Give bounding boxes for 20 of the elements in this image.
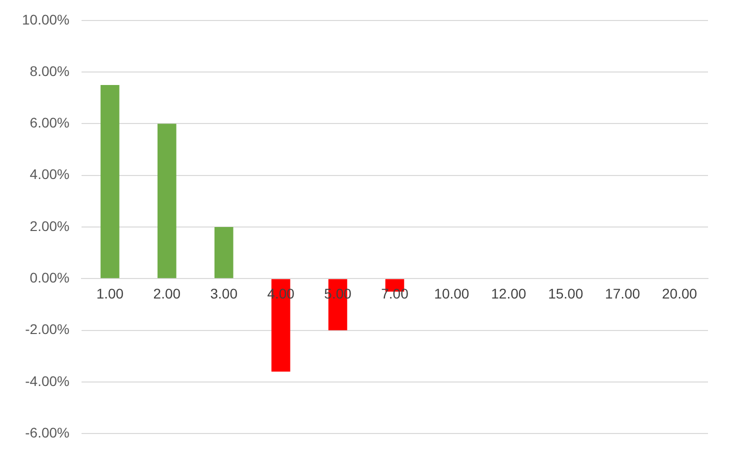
x-tick-label: 17.00 (605, 286, 640, 302)
x-tick-label: 15.00 (548, 286, 584, 302)
x-tick-label: 2.00 (153, 286, 181, 302)
y-tick-label: 4.00% (30, 166, 70, 182)
y-tick-label: -2.00% (25, 321, 70, 338)
x-tick-label: 12.00 (491, 286, 526, 302)
y-tick-label: -6.00% (25, 424, 70, 440)
y-tick-label: 2.00% (30, 218, 70, 234)
bar (214, 227, 234, 278)
y-tick-label: 0.00% (30, 270, 70, 286)
y-tick-label: 8.00% (30, 62, 70, 79)
x-tick-label: 1.00 (96, 286, 124, 302)
x-tick-label: 3.00 (210, 286, 238, 302)
y-tick-label: 6.00% (30, 114, 70, 131)
y-tick-label: -4.00% (25, 372, 70, 389)
x-tick-label: 10.00 (434, 286, 470, 302)
y-tick-label: 10.00% (22, 11, 70, 28)
bar (158, 124, 176, 278)
bar (100, 84, 120, 278)
x-tick-label: 20.00 (662, 286, 698, 302)
